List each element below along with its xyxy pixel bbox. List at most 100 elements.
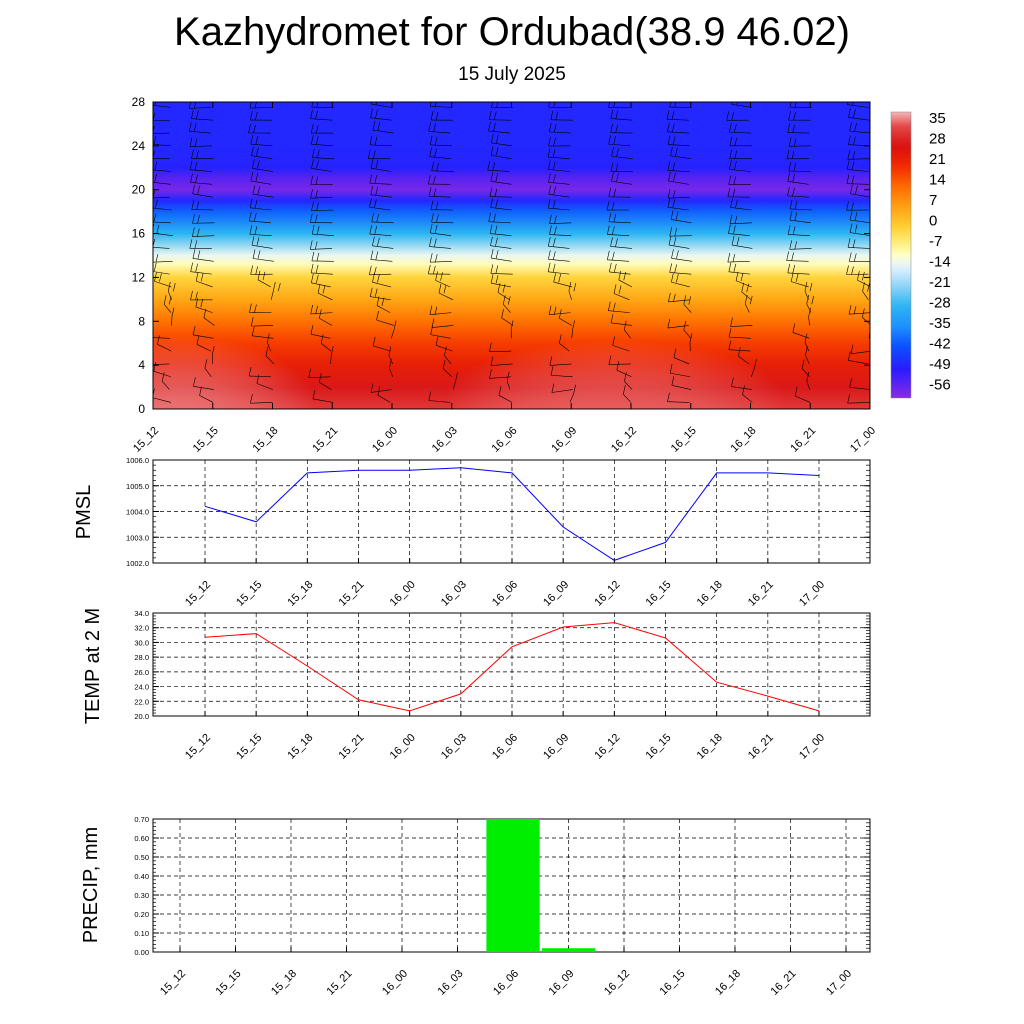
x-tick-label: 16_00 [388,732,418,762]
pmsl-axes: 1002.0 1003.0 1004.0 1005.0 1006.0 15_12 15_15… [126,456,871,609]
colorbar-tick-label: -28 [929,295,951,312]
x-tick-label: 16_21 [746,732,776,762]
panel-frame [152,612,871,717]
x-tick-label: 16_06 [490,732,520,762]
y-tick-label: 0.00 [134,948,149,957]
x-tick-label: 15_18 [251,425,281,455]
x-tick-label: 15_21 [337,579,367,609]
y-tick-label: 22.0 [134,697,149,706]
x-tick-label: 16_18 [713,968,743,998]
precip-panel: 0.00 0.10 0.20 0.30 0.40 0.50 0.60 0.70 15_12 15_… [80,815,871,998]
x-tick-label: 16_03 [439,579,469,609]
x-tick-label: 15_15 [234,732,264,762]
warm-core-mid [445,340,785,409]
y-tick-label: 1006.0 [126,456,149,465]
pmsl-ylabel: PMSL [73,485,95,539]
y-tick-label: 1003.0 [126,533,149,542]
colorbar-tick-label: -49 [929,356,951,373]
colorbar-tick-label: -42 [929,336,951,353]
temp-series-line [204,622,820,712]
pmsl-panel: 1002.0 1003.0 1004.0 1005.0 1006.0 15_12 15_15… [73,456,871,609]
y-tick-label: 1005.0 [126,482,149,491]
wind-barbs [153,102,870,404]
colorbar-tick-label: 14 [929,172,946,189]
x-tick-label: 15_12 [131,425,161,455]
temperature-cross-section: 15_12 15_15 15_18 15_21 16_00 16_03 16_06 16_09… [131,95,878,455]
y-tick-label: 20 [132,183,146,197]
y-tick-label: 0.50 [134,853,149,862]
x-tick-label: 15_15 [214,968,244,998]
precip-bars [486,819,596,952]
x-tick-label: 17_00 [797,579,827,609]
precip-bar [541,948,596,952]
x-tick-label: 17_00 [848,425,878,455]
temp-ylabel: TEMP at 2 M [82,608,104,724]
x-tick-label: 16_21 [788,425,818,455]
temp-axes: 20.0 22.0 24.0 26.0 28.0 30.0 32.0 34.0 15_12 15_… [134,609,871,762]
x-tick-label: 15_15 [234,579,264,609]
x-tick-label: 15_21 [310,425,340,455]
x-tick-label: 16_12 [602,968,632,998]
x-tick-label: 16_21 [746,579,776,609]
x-tick-label: 16_06 [491,968,521,998]
x-tick-label: 16_12 [592,579,622,609]
y-tick-label: 0.70 [134,815,149,824]
x-tick-label: 15_18 [269,968,299,998]
temp-panel: 20.0 22.0 24.0 26.0 28.0 30.0 32.0 34.0 15_12 15_… [82,608,871,762]
pmsl-series-line [204,467,820,561]
x-tick-label: 16_18 [729,425,759,455]
y-tick-label: 0.10 [134,929,149,938]
colorbar-ramp [890,111,912,399]
y-tick-label: 0 [138,402,145,416]
y-tick-label: 1002.0 [126,559,149,568]
x-tick-label: 16_00 [370,425,400,455]
x-tick-label: 16_15 [669,425,699,455]
precip-ylabel: PRECIP, mm [80,827,102,943]
y-tick-label: 24.0 [134,683,149,692]
x-tick-label: 15_21 [337,732,367,762]
x-tick-label: 15_18 [285,579,315,609]
x-tick-label: 17_00 [797,732,827,762]
y-tick-label: 34.0 [134,609,149,618]
x-tick-label: 16_00 [380,968,410,998]
colorbar-labels: 35 28 21 14 7 0 -7 -14 -21 -28 -35 -42 -49 -56 [929,110,951,394]
x-tick-label: 16_21 [769,968,799,998]
x-tick-label: 16_09 [547,968,577,998]
y-tick-label: 28 [132,95,146,109]
colorbar-tick-label: -7 [929,233,942,250]
x-tick-label: 15_12 [183,579,213,609]
x-tick-label: 16_15 [644,732,674,762]
colorbar-tick-label: -14 [929,254,951,271]
y-tick-label: 0.60 [134,834,149,843]
colorbar-tick-label: -56 [929,377,951,394]
y-tick-label: 16 [132,227,146,241]
x-tick-label: 16_18 [695,732,725,762]
colorbar-tick-label: -35 [929,315,951,332]
colorbar: 35 28 21 14 7 0 -7 -14 -21 -28 -35 -42 -49 -56 [890,110,951,399]
x-tick-label: 16_03 [430,425,460,455]
chart-subtitle: 15 July 2025 [458,64,566,85]
x-tick-label: 15_12 [183,732,213,762]
colorbar-tick-label: 0 [929,213,937,230]
x-tick-label: 16_09 [541,579,571,609]
colorbar-tick-label: 35 [929,110,946,127]
y-tick-label: 20.0 [134,712,149,721]
x-tick-label: 16_12 [609,425,639,455]
x-tick-label: 15_21 [325,968,355,998]
colorbar-tick-label: 28 [929,131,946,148]
x-tick-label: 16_06 [490,425,520,455]
y-tick-label: 28.0 [134,653,149,662]
colorbar-tick-label: 21 [929,151,946,168]
x-tick-label: 16_18 [695,579,725,609]
x-tick-label: 16_12 [592,732,622,762]
y-tick-label: 0.20 [134,910,149,919]
y-tick-label: 32.0 [134,624,149,633]
precip-bar [486,819,540,952]
y-tick-label: 30.0 [134,638,149,647]
y-tick-label: 8 [138,314,145,328]
colorbar-tick-label: 7 [929,192,937,209]
x-tick-label: 15_18 [285,732,315,762]
x-tick-label: 16_06 [490,579,520,609]
warm-core-left [153,335,315,409]
y-tick-label: 4 [138,358,145,372]
